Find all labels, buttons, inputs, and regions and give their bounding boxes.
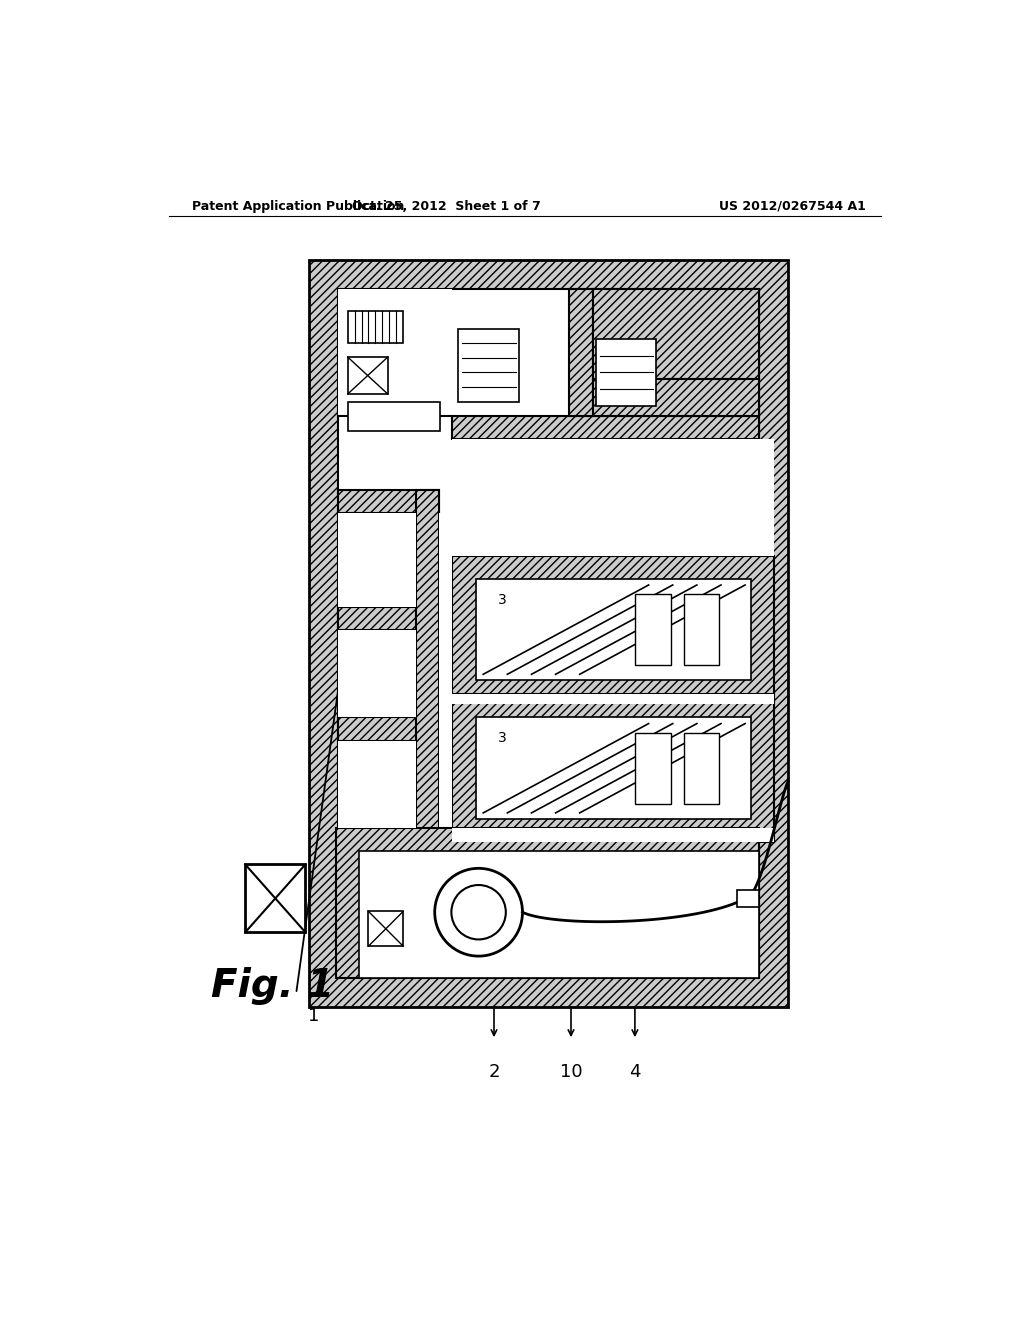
- Bar: [348, 401, 440, 430]
- Bar: [593, 379, 759, 416]
- Bar: [439, 513, 453, 828]
- Bar: [453, 694, 774, 704]
- Text: 3: 3: [498, 731, 507, 746]
- Bar: [453, 556, 774, 704]
- Bar: [339, 289, 759, 978]
- Bar: [339, 490, 439, 513]
- Bar: [336, 828, 759, 978]
- Bar: [737, 890, 759, 907]
- Bar: [348, 312, 403, 343]
- Text: Patent Application Publication: Patent Application Publication: [193, 199, 404, 213]
- Text: 10: 10: [560, 1063, 583, 1081]
- Text: 1: 1: [308, 1007, 319, 1024]
- Circle shape: [435, 869, 522, 956]
- Circle shape: [452, 884, 506, 940]
- Text: US 2012/0267544 A1: US 2012/0267544 A1: [719, 199, 866, 213]
- Bar: [593, 289, 759, 379]
- Bar: [359, 850, 759, 978]
- Bar: [339, 607, 439, 631]
- Bar: [475, 578, 752, 681]
- Text: 2: 2: [488, 1063, 500, 1081]
- Bar: [246, 865, 305, 932]
- Bar: [339, 289, 453, 416]
- Bar: [339, 718, 439, 741]
- Bar: [339, 513, 416, 607]
- Bar: [684, 733, 719, 804]
- Bar: [416, 490, 439, 850]
- Bar: [453, 828, 774, 842]
- Bar: [309, 260, 788, 1007]
- Bar: [453, 440, 774, 556]
- Text: Oct. 25, 2012  Sheet 1 of 7: Oct. 25, 2012 Sheet 1 of 7: [352, 199, 541, 213]
- Text: 4: 4: [629, 1063, 641, 1081]
- Text: Fig. 1: Fig. 1: [211, 968, 335, 1005]
- Text: 3: 3: [498, 593, 507, 607]
- Bar: [684, 594, 719, 665]
- Bar: [339, 631, 416, 718]
- Bar: [453, 416, 759, 440]
- Bar: [596, 339, 656, 407]
- Bar: [458, 329, 519, 401]
- Bar: [569, 289, 593, 416]
- Bar: [348, 358, 388, 395]
- Bar: [369, 911, 403, 946]
- Bar: [339, 828, 439, 850]
- Bar: [453, 694, 774, 842]
- Bar: [339, 741, 416, 828]
- Bar: [475, 718, 752, 818]
- Bar: [636, 733, 671, 804]
- Bar: [636, 594, 671, 665]
